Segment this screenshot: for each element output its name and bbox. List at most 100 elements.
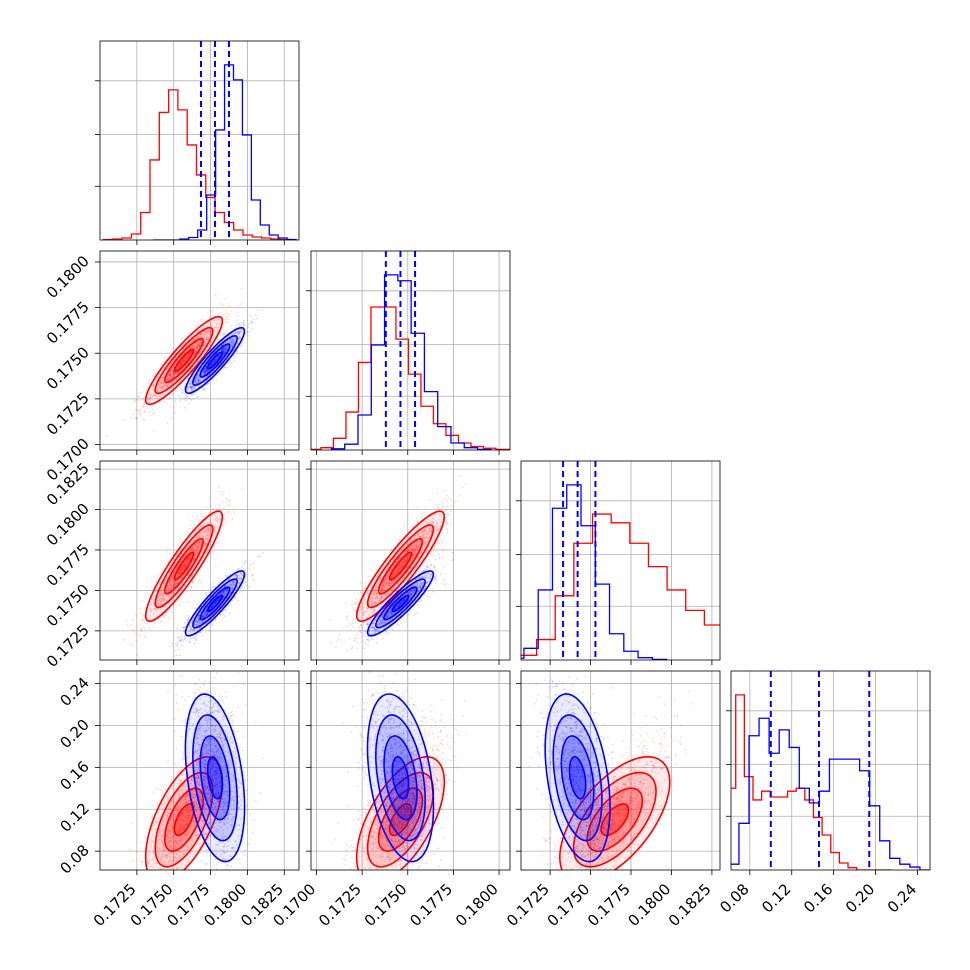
scatter-point — [163, 360, 166, 363]
scatter-point — [200, 342, 202, 345]
scatter-point — [188, 360, 191, 363]
scatter-point — [170, 642, 173, 645]
scatter-point — [124, 639, 126, 641]
scatter-point — [213, 330, 216, 332]
scatter-point — [152, 385, 155, 388]
scatter-point — [149, 394, 152, 396]
scatter-point — [227, 315, 230, 318]
scatter-point — [194, 325, 197, 328]
scatter-point — [205, 338, 208, 341]
scatter-point — [227, 512, 230, 515]
scatter-point — [169, 378, 172, 380]
scatter-point — [143, 418, 146, 421]
scatter-point — [225, 498, 228, 500]
scatter-point — [188, 369, 191, 372]
scatter-point — [180, 363, 183, 366]
scatter-point — [237, 333, 240, 336]
scatter-point — [446, 500, 449, 503]
scatter-point — [416, 517, 418, 520]
scatter-point — [175, 378, 178, 380]
scatter-point — [139, 392, 142, 394]
scatter-point — [196, 361, 199, 364]
scatter-point — [163, 388, 166, 390]
scatter-point — [136, 417, 138, 419]
scatter-point — [195, 345, 198, 348]
scatter-point — [125, 619, 128, 622]
scatter-point — [168, 374, 171, 377]
scatter-point — [180, 362, 183, 365]
scatter-point — [167, 617, 170, 620]
scatter-point — [159, 386, 162, 389]
scatter-point — [248, 567, 251, 570]
scatter-point — [212, 508, 215, 510]
scatter-point — [415, 507, 418, 510]
scatter-point — [179, 361, 182, 364]
scatter-point — [204, 326, 206, 329]
scatter-point — [236, 311, 239, 314]
scatter-point — [191, 393, 194, 395]
scatter-point — [146, 399, 148, 402]
scatter-point — [152, 624, 155, 627]
scatter-point — [194, 351, 197, 354]
scatter-point — [364, 581, 367, 584]
scatter-point — [170, 387, 173, 390]
contour — [154, 326, 214, 395]
scatter-point — [241, 322, 243, 324]
scatter-point — [181, 361, 184, 364]
histogram-panel-0 — [95, 40, 300, 245]
scatter-point — [140, 628, 143, 631]
scatter-point — [230, 513, 232, 515]
scatter-point — [165, 378, 168, 381]
scatter-point — [190, 352, 193, 354]
scatter-point — [178, 364, 180, 367]
histogram-red — [311, 306, 510, 450]
scatter-point — [178, 366, 181, 369]
scatter-point — [209, 333, 212, 336]
tick-label-y: 0.1800 — [43, 500, 93, 550]
scatter-point — [198, 579, 200, 581]
scatter-point — [161, 620, 164, 623]
scatter-point — [216, 338, 219, 341]
scatter-point — [221, 493, 223, 496]
scatter-point — [187, 355, 190, 358]
scatter-point — [183, 360, 186, 363]
ticks — [306, 290, 500, 455]
scatter-point — [160, 363, 163, 365]
scatter-point — [204, 333, 207, 336]
contour — [164, 337, 204, 384]
scatter-point — [210, 510, 213, 513]
scatter-point — [200, 349, 203, 352]
scatter-point — [146, 397, 149, 400]
scatter-point — [206, 337, 209, 339]
scatter-point — [185, 364, 188, 367]
scatter-point — [218, 323, 221, 325]
scatter-point — [243, 322, 246, 325]
scatter-point — [154, 372, 157, 375]
scatter-point — [236, 319, 239, 322]
panel-content — [311, 251, 510, 450]
scatter-point — [164, 384, 166, 387]
scatter-point — [149, 396, 152, 399]
scatter-point — [151, 375, 154, 378]
scatter-point — [174, 372, 177, 374]
scatter-point — [229, 612, 232, 615]
scatter-point — [195, 607, 197, 610]
scatter-point — [145, 636, 147, 638]
scatter-point — [179, 361, 182, 364]
scatter-point — [203, 344, 205, 347]
scatter-point — [188, 354, 191, 357]
scatter-point — [177, 365, 179, 367]
scatter-point — [162, 384, 165, 387]
scatter-point — [184, 636, 187, 639]
scatter-point — [218, 505, 221, 507]
scatter-point — [180, 362, 182, 365]
scatter-point — [190, 586, 193, 589]
scatter-point — [187, 353, 190, 356]
scatter-point — [166, 382, 169, 385]
scatter-point — [189, 341, 191, 344]
scatter-point — [235, 324, 237, 327]
scatter-point — [196, 514, 199, 517]
scatter-point — [216, 318, 219, 321]
scatter-point — [190, 368, 193, 371]
scatter-point — [212, 336, 215, 339]
